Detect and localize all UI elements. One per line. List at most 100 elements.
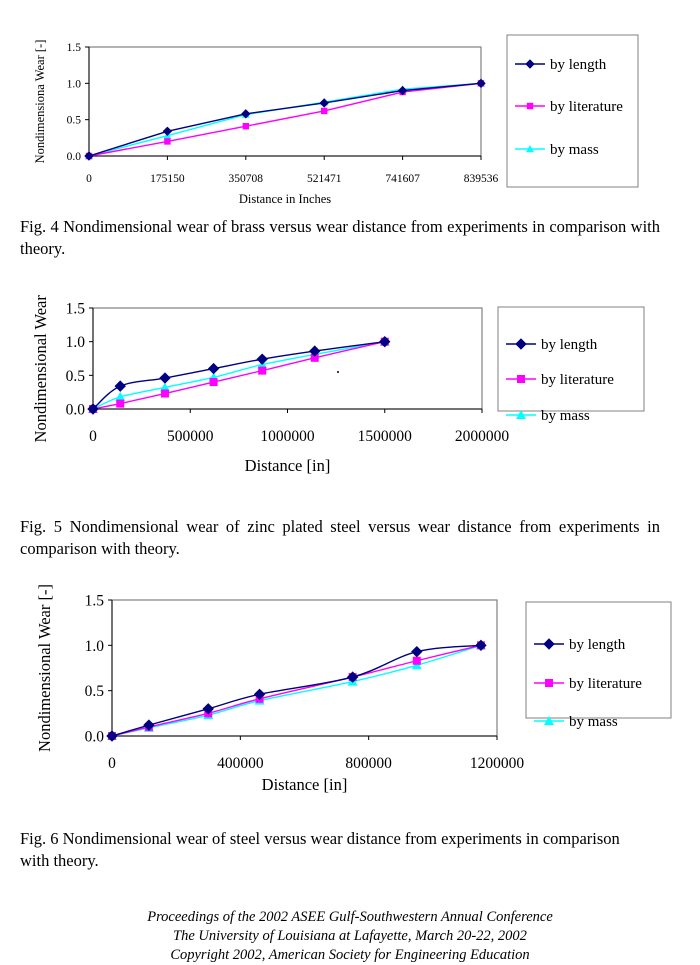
triangle-marker (526, 145, 534, 153)
legend-item: by mass (534, 714, 618, 730)
figure-5-chart: 0.0 0.5 1.0 1.5 0 500000 1000000 1500000 2000000… (31, 290, 645, 475)
y-tick-label: 1.0 (66, 334, 86, 351)
series-by-length (84, 78, 486, 161)
plot-area (88, 46, 482, 157)
diamond-marker (309, 345, 321, 357)
legend-label: by mass (541, 408, 590, 424)
legend-label: by literature (541, 372, 614, 388)
legend-box (506, 34, 639, 188)
figure-4-caption: Fig. 4 Nondimensional wear of brass vers… (20, 217, 660, 258)
diamond-marker (241, 109, 251, 119)
figure-6-chart: 0.0 0.5 1.0 1.5 0 400000 800000 1200000 Distance… (35, 584, 672, 794)
square-marker (209, 378, 218, 387)
x-tick-label: 1500000 (358, 428, 413, 445)
y-axis-title: Nondimensiona Wear [-] (33, 40, 47, 164)
x-axis-title: Distance [in] (245, 456, 331, 475)
square-marker (242, 123, 249, 130)
x-tick-label: 500000 (167, 428, 214, 445)
legend: by length by literature by mass (506, 34, 639, 188)
square-marker (526, 102, 534, 110)
diamond-marker (475, 639, 487, 652)
x-tick-label: 2000000 (455, 428, 510, 445)
x-tick-label: 0 (86, 173, 92, 185)
diamond-marker (143, 719, 155, 731)
legend-item: by length (506, 337, 598, 353)
triangle-marker (411, 660, 422, 670)
plot-area (111, 599, 498, 737)
triangle-marker (544, 716, 554, 725)
legend-label: by literature (550, 99, 623, 115)
y-tick-label: 1.5 (85, 592, 105, 609)
legend-box (497, 306, 645, 412)
y-tick-label: 1.5 (66, 300, 86, 317)
diamond-marker (256, 353, 268, 365)
x-tick-label: 0 (108, 755, 116, 772)
diamond-marker (397, 85, 408, 96)
y-tick-label: 0.0 (66, 401, 86, 418)
square-marker (517, 375, 525, 383)
x-tick-label: 521471 (307, 173, 342, 185)
diamond-marker (525, 59, 535, 69)
y-tick-label: 0.5 (66, 368, 86, 385)
square-marker (412, 656, 421, 665)
square-marker (545, 679, 553, 687)
figure-4-chart: 0.0 0.5 1.0 1.5 0 175150 350708 521471 741607 839… (29, 30, 639, 209)
diamond-marker (515, 338, 527, 350)
diamond-marker (114, 380, 126, 392)
legend-label: by length (541, 337, 598, 353)
diamond-marker (202, 703, 214, 715)
diamond-marker (411, 645, 423, 658)
triangle-marker (159, 382, 170, 392)
y-tick-label: 0.5 (67, 115, 82, 127)
legend-box (525, 601, 672, 719)
square-marker (310, 353, 319, 362)
square-marker (258, 366, 267, 375)
figure-6-caption: Fig. 6 Nondimensional wear of steel vers… (20, 829, 620, 870)
y-tick-label: 0.0 (67, 151, 82, 163)
diamond-marker (346, 671, 359, 683)
legend: by length by literature by mass (497, 306, 645, 424)
legend-item: by mass (515, 142, 599, 158)
x-tick-label: 175150 (150, 173, 185, 185)
y-axis-title: Nondimensional Wear [-] (35, 584, 54, 752)
x-tick-label: 741607 (385, 173, 420, 185)
footer-line-1: Proceedings of the 2002 ASEE Gulf-Southw… (147, 909, 553, 925)
diamond-marker (476, 78, 486, 89)
y-tick-label: 0.5 (85, 683, 105, 700)
square-marker (160, 389, 169, 398)
page-footer: Proceedings of the 2002 ASEE Gulf-Southw… (0, 908, 700, 965)
diamond-marker (207, 362, 220, 375)
square-marker (116, 399, 125, 408)
triangle-marker (516, 410, 526, 419)
series-by-length (87, 335, 391, 415)
footer-line-2: The University of Louisiana at Lafayette… (173, 928, 527, 944)
plot-area (92, 307, 483, 410)
square-marker (164, 138, 171, 145)
diamond-marker (379, 335, 391, 348)
square-marker (321, 107, 328, 115)
legend-item: by mass (506, 408, 590, 424)
legend-label: by mass (569, 714, 618, 730)
legend-label: by mass (550, 142, 599, 158)
diamond-marker (253, 688, 266, 701)
legend-item: by length (515, 57, 607, 73)
legend-label: by length (569, 637, 626, 653)
x-tick-label: 400000 (217, 755, 264, 772)
series-by-length (106, 639, 487, 742)
legend-label: by length (550, 57, 607, 73)
x-tick-label: 1200000 (470, 755, 525, 772)
diamond-marker (84, 151, 94, 161)
diamond-marker (319, 98, 329, 108)
legend-item: by length (534, 637, 626, 653)
y-tick-label: 0.0 (85, 728, 105, 745)
legend-item: by literature (515, 99, 623, 115)
diamond-marker (87, 403, 99, 415)
figure-5-caption: Fig. 5 Nondimensional wear of zinc plate… (20, 517, 660, 558)
x-axis-title: Distance [in] (262, 775, 348, 794)
diamond-marker (162, 126, 173, 137)
y-tick-label: 1.5 (67, 42, 82, 54)
x-tick-label: 839536 (464, 173, 499, 185)
x-tick-label: 1000000 (260, 428, 315, 445)
x-tick-label: 0 (89, 428, 97, 445)
x-axis-title: Distance in Inches (239, 192, 331, 206)
